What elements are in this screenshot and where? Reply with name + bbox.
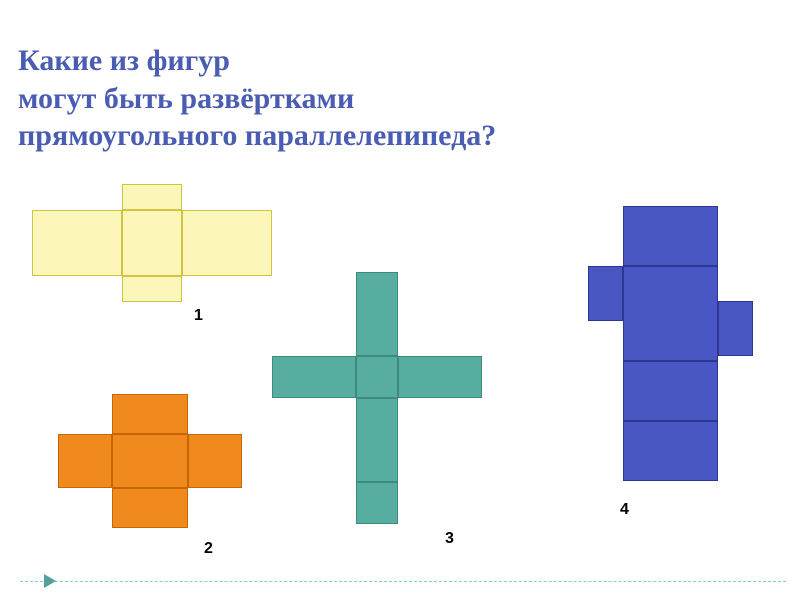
label-3: 3	[445, 530, 454, 548]
fig3-face	[356, 272, 398, 356]
fig2-face	[188, 434, 242, 488]
fig2-face	[112, 394, 188, 434]
fig3-face	[356, 356, 398, 398]
fig4-face	[718, 301, 753, 356]
fig1-face	[122, 276, 182, 302]
fig2-face	[112, 488, 188, 528]
fig4-face	[623, 266, 718, 361]
arrow-icon	[44, 574, 56, 588]
fig1-face	[122, 184, 182, 210]
fig3-face	[398, 356, 482, 398]
fig3-face	[356, 398, 398, 482]
fig2-face	[58, 434, 112, 488]
fig4-face	[588, 266, 623, 321]
fig1-face	[32, 210, 122, 276]
fig4-face	[623, 361, 718, 421]
fig2-face	[112, 434, 188, 488]
fig3-face	[356, 482, 398, 524]
fig3-face	[272, 356, 356, 398]
fig1-face	[182, 210, 272, 276]
fig4-face	[623, 206, 718, 266]
fig4-face	[623, 421, 718, 481]
fig1-face	[122, 210, 182, 276]
question-title: Какие из фигурмогут быть развёрткамипрям…	[18, 42, 496, 155]
label-2: 2	[204, 540, 213, 558]
divider-line	[20, 581, 786, 582]
label-1: 1	[194, 307, 203, 325]
label-4: 4	[620, 501, 629, 519]
